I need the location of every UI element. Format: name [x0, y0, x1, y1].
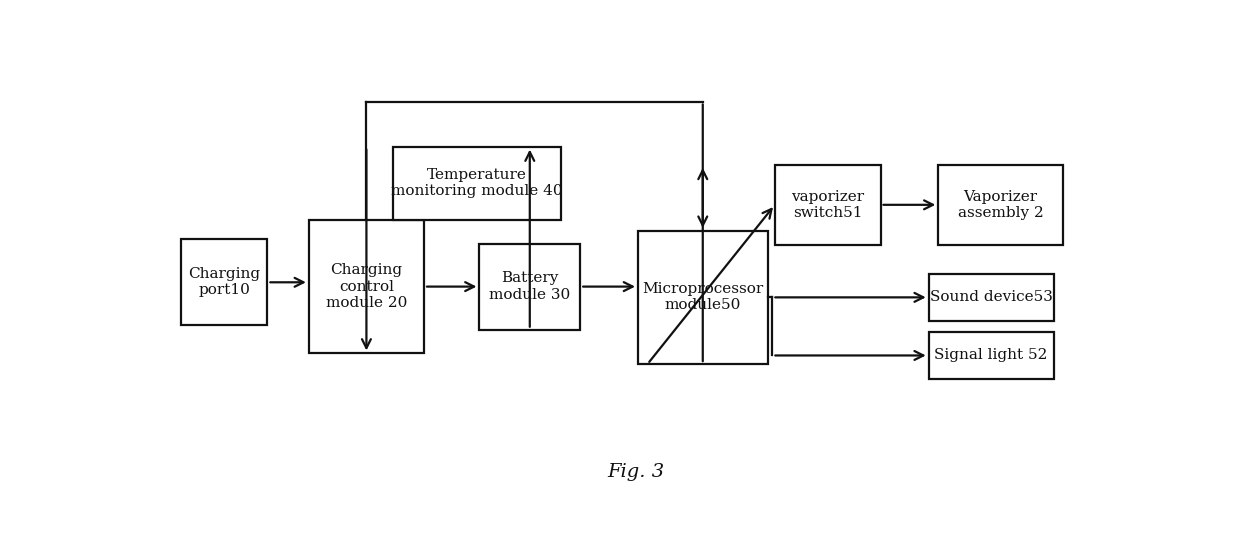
- Bar: [929, 332, 1054, 379]
- Text: Temperature
monitoring module 40: Temperature monitoring module 40: [391, 168, 563, 198]
- Bar: [637, 231, 768, 364]
- Text: Fig. 3: Fig. 3: [606, 463, 665, 481]
- Text: Microprocessor
module50: Microprocessor module50: [642, 282, 764, 312]
- Text: Sound device53: Sound device53: [930, 290, 1053, 304]
- Text: Charging
port10: Charging port10: [188, 267, 260, 297]
- Bar: [480, 244, 580, 330]
- Bar: [775, 165, 880, 245]
- Bar: [309, 220, 424, 353]
- Bar: [939, 165, 1063, 245]
- Bar: [393, 146, 560, 220]
- Text: Charging
control
module 20: Charging control module 20: [326, 263, 407, 310]
- Text: vaporizer
switch51: vaporizer switch51: [791, 190, 864, 220]
- Bar: [181, 239, 268, 325]
- Bar: [929, 274, 1054, 321]
- Text: Vaporizer
assembly 2: Vaporizer assembly 2: [957, 190, 1044, 220]
- Text: Battery
module 30: Battery module 30: [489, 272, 570, 302]
- Text: Signal light 52: Signal light 52: [935, 348, 1048, 362]
